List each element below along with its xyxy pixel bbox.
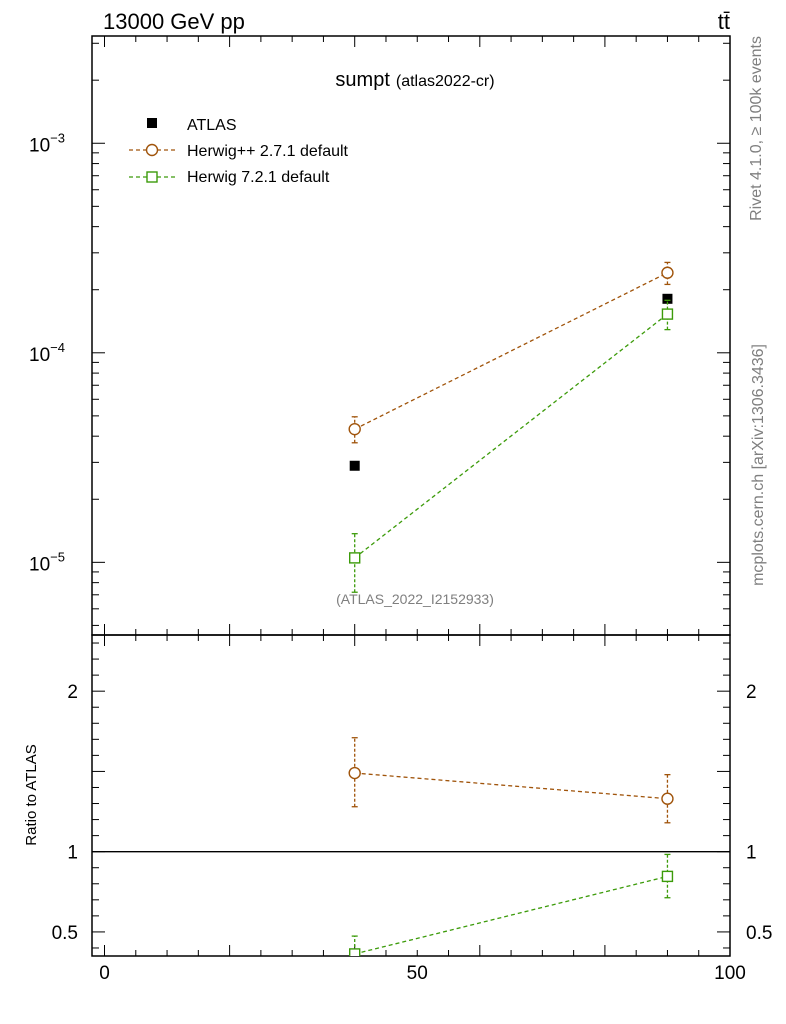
legend: ATLAS Herwig++ 2.7.1 default Herwig 7.2.…	[129, 117, 349, 186]
y-tick-label-base: 10	[29, 345, 50, 366]
legend-herwig7-label: Herwig 7.2.1 default	[187, 169, 330, 186]
y-tick-label-exponent: −4	[50, 340, 65, 355]
ratio-y-tick-label-right: 0.5	[746, 923, 772, 944]
mc-point	[348, 422, 361, 436]
y-tick-label-exponent: −3	[50, 130, 65, 145]
legend-herwigpp-marker	[145, 143, 159, 157]
ratio-y-tick-label-right: 2	[746, 682, 757, 703]
y-tick-label: 10−5	[29, 549, 65, 575]
y-tick-label: 10−4	[29, 340, 65, 366]
ratio-y-tick-label-right: 1	[746, 843, 757, 864]
analysis-watermark: (ATLAS_2022_I2152933)	[336, 591, 494, 607]
main-axis-ticks	[92, 36, 731, 635]
ratio-y-tick-label: 2	[67, 682, 78, 703]
subtitle-text: (atlas2022-cr)	[396, 73, 495, 90]
collision-label: 13000 GeV pp	[103, 9, 245, 34]
legend-herwigpp-label: Herwig++ 2.7.1 default	[187, 143, 349, 160]
main-data-marks	[348, 261, 674, 593]
y-tick-label-base: 10	[29, 135, 50, 156]
rivet-version-label: Rivet 4.1.0, ≥ 100k events	[748, 36, 765, 221]
x-tick-label: 0	[99, 963, 110, 984]
mc-point	[661, 266, 674, 279]
mcplots-label: mcplots.cern.ch [arXiv:1306.3436]	[750, 344, 767, 586]
x-tick-label: 100	[714, 963, 746, 984]
process-label: tt̄	[718, 9, 730, 34]
ratio-y-tick-label: 0.5	[52, 923, 78, 944]
mc-point	[349, 948, 361, 956]
title-text: sumpt	[335, 69, 390, 91]
ratio-y-tick-label: 1	[67, 843, 78, 864]
y-tick-label-exponent: −5	[50, 549, 65, 564]
ratio-ylabel: Ratio to ATLAS	[23, 744, 40, 845]
y-tick-label-base: 10	[29, 554, 50, 575]
mc-point	[349, 552, 361, 564]
x-tick-label: 50	[407, 963, 428, 984]
ratio-series-1-line	[354, 772, 668, 800]
y-tick-label: 10−3	[29, 130, 65, 156]
ratio-series-2-line	[354, 875, 668, 955]
mc-point	[348, 766, 361, 780]
mc-point	[661, 308, 674, 320]
legend-atlas-marker	[147, 118, 157, 128]
data-point	[349, 460, 360, 471]
ratio-panel-frame	[91, 634, 731, 957]
legend-atlas-label: ATLAS	[187, 117, 237, 134]
ratio-axis-ticks	[92, 635, 731, 956]
series-2-line	[354, 313, 668, 559]
data-point	[662, 293, 673, 304]
mc-point	[661, 792, 674, 805]
mc-point	[661, 870, 674, 883]
series-1-line	[354, 272, 668, 430]
legend-herwig7-marker	[146, 171, 158, 183]
ratio-data-marks	[92, 737, 730, 956]
plot-title: sumpt (atlas2022-cr)	[335, 69, 494, 91]
